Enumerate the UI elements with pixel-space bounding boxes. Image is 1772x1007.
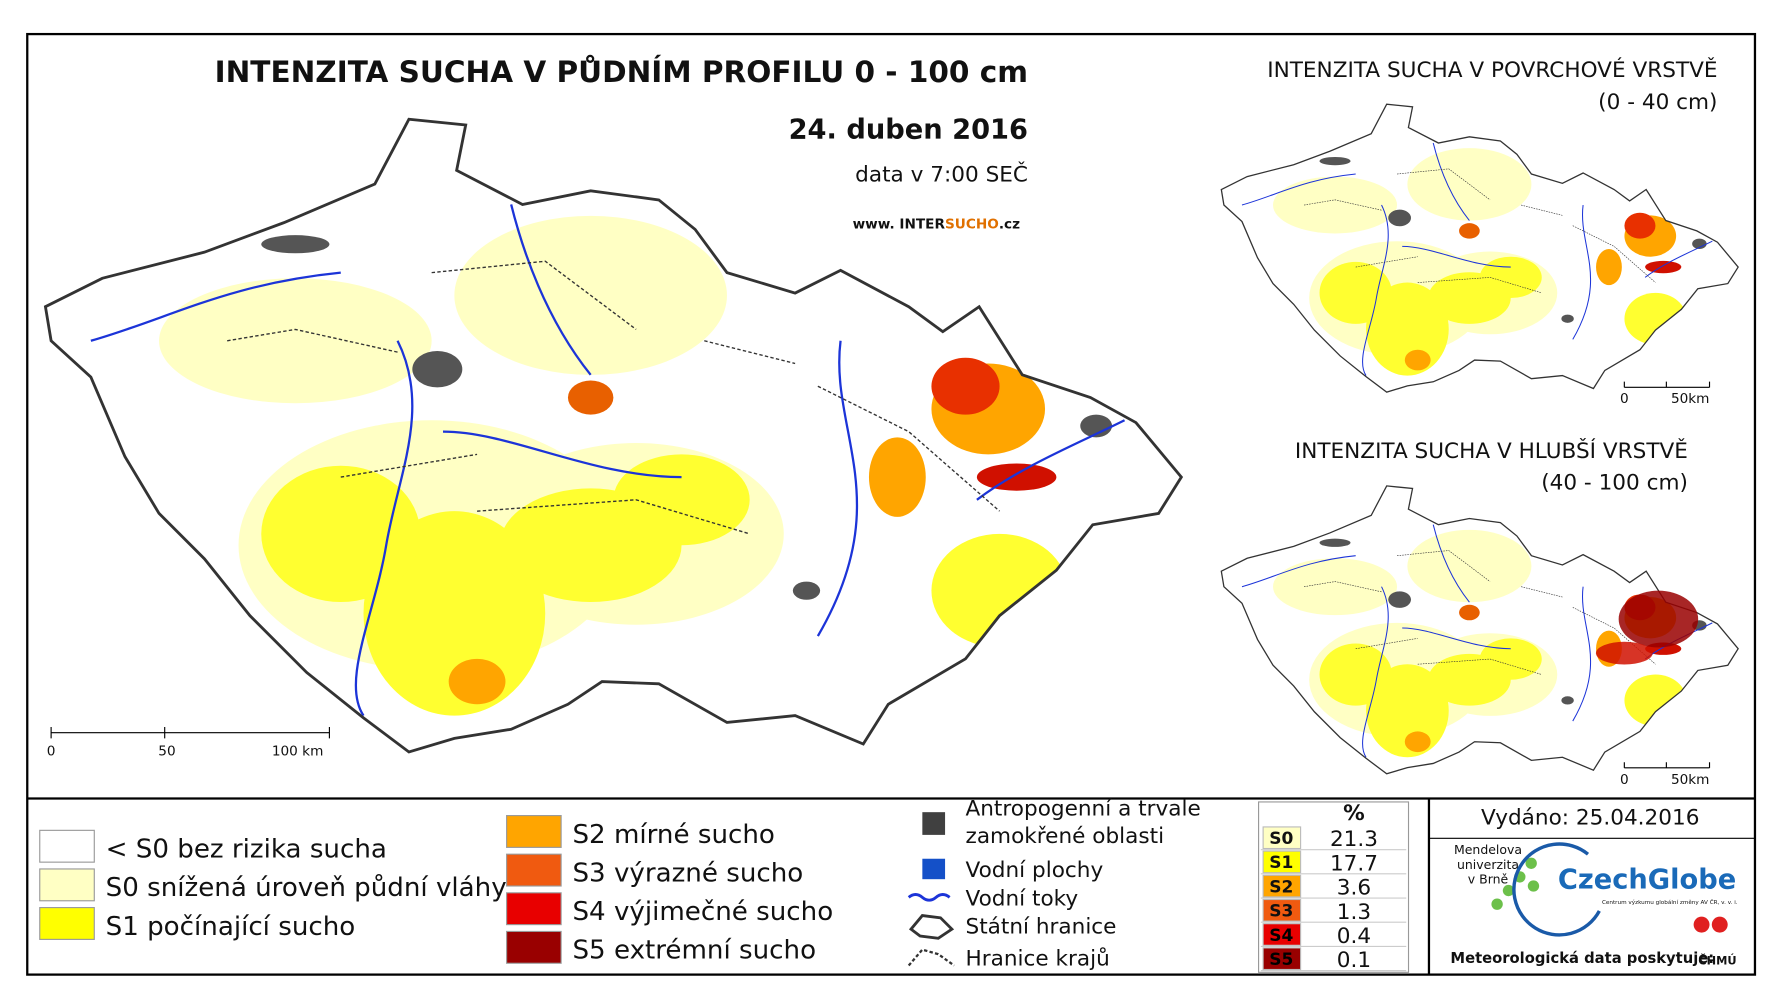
symbol-label: Vodní toky — [966, 886, 1079, 911]
legend-label: < S0 bez rizika sucha — [106, 835, 387, 865]
scale-bar — [1623, 762, 1711, 769]
website-brand: INTER — [899, 216, 945, 232]
class-code: S0 — [1269, 829, 1293, 849]
inset-title: INTENZITA SUCHA V POVRCHOVÉ VRSTVĚ — [1267, 57, 1717, 83]
class-code: S2 — [1269, 877, 1293, 897]
deep-hotspot — [1595, 641, 1653, 665]
symbol-icon — [908, 914, 955, 940]
mendel-dots — [1491, 857, 1540, 910]
legend-label: S1 počínající sucho — [106, 912, 356, 942]
scale-label: 50km — [1671, 772, 1710, 788]
symbol-label: zamokřené oblasti — [966, 824, 1165, 849]
scale-label: 50 — [158, 743, 175, 759]
legend-label: S2 mírné sucho — [572, 820, 774, 850]
czechglobe-sub: Centrum výzkumu globální změny AV ČR, v.… — [1602, 899, 1738, 906]
symbol-icon — [907, 948, 955, 967]
scale-bar — [50, 726, 330, 739]
code-cell — [1262, 898, 1302, 922]
class-share: 0.1 — [1337, 948, 1371, 973]
code-cell — [1262, 850, 1302, 874]
class-share: 0.4 — [1337, 924, 1371, 949]
scale-bar — [1623, 381, 1711, 388]
czechglobe-arc — [1512, 842, 1601, 937]
table-header: % — [1343, 801, 1365, 826]
symbol-icon — [922, 858, 946, 880]
class-code: S4 — [1269, 926, 1293, 946]
website: www. INTERSUCHO.cz — [853, 216, 1021, 232]
deep-hotspot — [1618, 590, 1699, 648]
mendel-logo: v Brně — [1468, 872, 1509, 887]
symbol-label: Státní hranice — [966, 915, 1117, 940]
legend-swatch — [39, 868, 95, 902]
scale-label: 0 — [47, 743, 56, 759]
class-share: 1.3 — [1337, 900, 1371, 925]
website-brand: SUCHO — [945, 216, 999, 232]
inset-depth: (0 - 40 cm) — [1598, 90, 1717, 115]
inset-depth: (40 - 100 cm) — [1541, 471, 1688, 496]
chmu-icon — [1693, 916, 1710, 933]
inset-title: INTENZITA SUCHA V HLUBŠÍ VRSTVĚ — [1295, 438, 1688, 464]
legend-label: S3 výrazné sucho — [572, 858, 803, 888]
data-provider: Meteorologická data poskytuje: — [1450, 950, 1714, 967]
data-time: data v 7:00 SEČ — [855, 162, 1028, 188]
symbol-label: Hranice krajů — [966, 947, 1110, 972]
scale-label: 100 km — [272, 743, 323, 759]
class-share: 3.6 — [1337, 876, 1371, 901]
table-border — [1258, 801, 1410, 973]
scale-label: 0 — [1620, 391, 1629, 407]
class-share: 21.3 — [1330, 827, 1378, 852]
czechglobe-logo: CzechGlobe — [1558, 864, 1736, 895]
legend-classes: < S0 bez rizika sucha S0 snížená úroveň p… — [39, 815, 833, 966]
website-prefix: www. — [853, 216, 900, 232]
scale-label: 50km — [1671, 391, 1710, 407]
map-date: 24. duben 2016 — [789, 115, 1028, 146]
legend-swatch — [506, 815, 562, 848]
legend-swatch — [506, 853, 562, 887]
chmu-icon — [1711, 916, 1728, 933]
legend-label: S4 výjimečné sucho — [572, 897, 833, 927]
mendel-logo: Mendelova — [1454, 842, 1522, 857]
code-cell — [1262, 947, 1302, 971]
legend-label: S5 extrémní sucho — [572, 936, 816, 966]
code-cell — [1262, 874, 1302, 898]
symbol-icon — [922, 812, 946, 835]
class-code: S1 — [1269, 853, 1293, 873]
chmu-logo: ČHMÚ — [1698, 953, 1736, 967]
class-share: 17.7 — [1330, 851, 1378, 876]
class-code: S3 — [1269, 902, 1293, 922]
website-suffix: .cz — [999, 216, 1020, 232]
code-cell — [1262, 826, 1302, 850]
mendel-logo: univerzita — [1457, 857, 1519, 872]
scale-label: 0 — [1620, 772, 1629, 788]
symbol-label: Vodní plochy — [966, 858, 1104, 883]
legend-swatch — [39, 907, 95, 940]
legend-label: S0 snížená úroveň půdní vláhy — [106, 873, 507, 903]
statistics-table: % S0 21.3 S1 17.7 S2 3.6 S3 1.3 S4 0.4 S5 0.1 — [1258, 801, 1410, 973]
main-title: INTENZITA SUCHA V PŮDNÍM PROFILU 0 - 100… — [215, 53, 1028, 89]
issued-date: Vydáno: 25.04.2016 — [1481, 806, 1699, 831]
code-cell — [1262, 923, 1302, 946]
class-code: S5 — [1269, 950, 1293, 970]
symbol-icon — [907, 893, 951, 902]
legend-swatch — [506, 930, 562, 964]
symbol-label: Antropogenní a trvale — [966, 797, 1201, 822]
legend-swatch — [39, 829, 95, 863]
legend-swatch — [506, 892, 562, 926]
